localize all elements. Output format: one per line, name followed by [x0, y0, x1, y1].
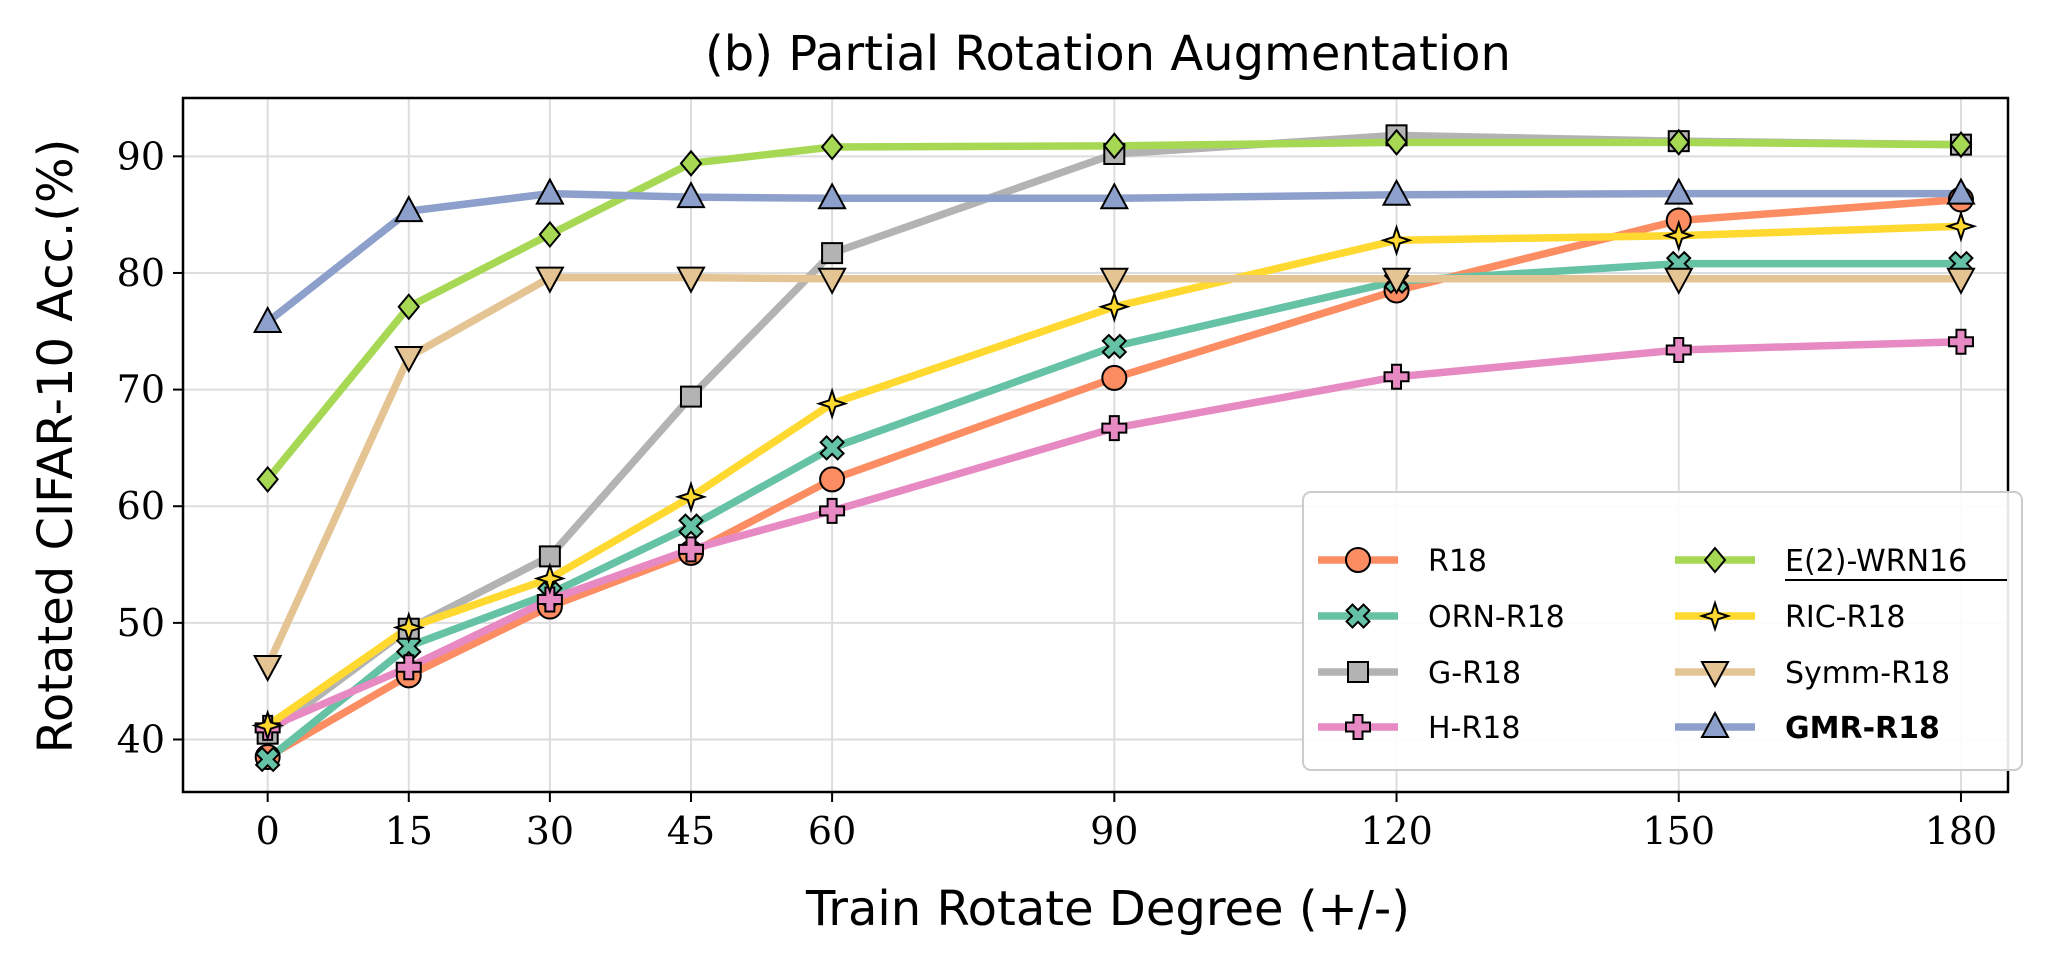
y-tick-label: 60 — [117, 484, 165, 528]
data-point-orn-r18 — [678, 513, 704, 539]
data-point-r18 — [819, 466, 846, 493]
legend-label-ric-r18: RIC-R18 — [1785, 600, 1905, 635]
legend-label-gmr-r18: GMR-R18 — [1785, 711, 1940, 746]
legend-marker-r18 — [1345, 547, 1371, 573]
legend-label-orn-r18: ORN-R18 — [1428, 600, 1565, 635]
data-point-ric-r18 — [392, 611, 426, 644]
data-point-symm-r18 — [394, 345, 424, 374]
data-point-orn-r18 — [819, 435, 845, 461]
series-markers — [251, 124, 1978, 773]
plot-frame — [181, 96, 2010, 794]
data-point-e-2-wrn16 — [1103, 132, 1126, 160]
y-tick-label: 80 — [117, 251, 165, 295]
data-point-h-r18 — [1947, 328, 1974, 355]
x-tick-label: 150 — [1642, 809, 1715, 853]
data-point-orn-r18 — [1101, 333, 1128, 360]
data-point-gmr-r18 — [1381, 178, 1412, 206]
data-point-e-2-wrn16 — [256, 465, 279, 493]
data-point-e-2-wrn16 — [1385, 128, 1408, 156]
legend-marker-g-r18 — [1347, 661, 1369, 683]
x-tick-label: 90 — [1090, 809, 1138, 853]
data-point-gmr-r18 — [817, 182, 847, 210]
data-point-h-r18 — [1665, 336, 1692, 363]
data-point-symm-r18 — [252, 655, 283, 683]
legend-label-r18: R18 — [1428, 544, 1487, 579]
legend-marker-symm-r18 — [1700, 661, 1730, 689]
x-tick-label: 30 — [526, 809, 574, 853]
data-point-symm-r18 — [1381, 267, 1412, 295]
data-point-gmr-r18 — [1099, 182, 1129, 210]
data-point-g-r18 — [679, 385, 702, 408]
data-point-ric-r18 — [1662, 219, 1695, 252]
data-point-symm-r18 — [535, 266, 565, 294]
data-point-orn-r18 — [254, 746, 281, 773]
data-point-e-2-wrn16 — [538, 220, 562, 249]
x-tick-label: 60 — [808, 809, 856, 853]
legend-marker-e-2-wrn16 — [1703, 546, 1727, 574]
legend-label-h-r18: H-R18 — [1428, 711, 1520, 746]
data-point-ric-r18 — [1944, 210, 1978, 243]
data-point-gmr-r18 — [1946, 177, 1976, 205]
y-tick-label: 50 — [117, 601, 165, 645]
data-point-gmr-r18 — [676, 181, 706, 209]
data-point-gmr-r18 — [535, 177, 565, 205]
data-point-symm-r18 — [817, 267, 847, 295]
data-point-g-r18 — [821, 242, 844, 265]
data-point-gmr-r18 — [394, 195, 424, 223]
data-point-h-r18 — [536, 586, 563, 613]
y-tick-label: 70 — [117, 368, 165, 412]
y-axis-label: Rotated CIFAR-10 Acc.(%) — [28, 139, 84, 754]
chart-title: (b) Partial Rotation Augmentation — [705, 26, 1511, 82]
data-point-symm-r18 — [1664, 267, 1694, 295]
data-point-symm-r18 — [1099, 267, 1129, 295]
data-point-ric-r18 — [533, 562, 567, 595]
data-point-ric-r18 — [251, 709, 284, 742]
x-axis-label: Train Rotate Degree (+/-) — [805, 881, 1410, 937]
data-point-gmr-r18 — [1664, 177, 1694, 205]
data-point-e-2-wrn16 — [679, 149, 703, 177]
data-point-ric-r18 — [1098, 290, 1131, 324]
y-axis-ticks: 40 50 60 70 80 90 — [117, 134, 183, 762]
data-point-h-r18 — [1101, 415, 1128, 442]
data-point-e-2-wrn16 — [820, 133, 844, 161]
x-tick-label: 0 — [256, 809, 280, 853]
data-point-ric-r18 — [1380, 224, 1413, 257]
data-point-gmr-r18 — [252, 305, 283, 333]
y-tick-label: 40 — [117, 718, 165, 762]
x-tick-label: 45 — [667, 809, 715, 853]
legend-frame — [1302, 491, 2023, 771]
data-point-h-r18 — [677, 536, 704, 563]
data-point-r18 — [1101, 364, 1128, 391]
data-point-e-2-wrn16 — [397, 293, 421, 321]
data-point-symm-r18 — [676, 266, 706, 294]
data-point-h-r18 — [819, 497, 846, 524]
y-tick-label: 90 — [117, 134, 165, 178]
data-point-h-r18 — [1383, 363, 1410, 390]
data-point-ric-r18 — [815, 387, 849, 420]
data-point-symm-r18 — [1946, 267, 1976, 295]
legend: R18 ORN-R18 G-R18 H-R18 E(2)-WRN16 RIC-R18 Sym… — [1302, 491, 2023, 771]
legend-label-e-2-wrn16: E(2)-WRN16 — [1785, 544, 1967, 579]
legend-marker-gmr-r18 — [1700, 710, 1730, 738]
x-axis-ticks: 0 15 30 45 60 90 120 150 180 — [256, 792, 1998, 853]
legend-label-g-r18: G-R18 — [1428, 656, 1521, 691]
data-point-h-r18 — [395, 654, 422, 681]
x-tick-label: 180 — [1925, 809, 1998, 853]
legend-label-symm-r18: Symm-R18 — [1785, 656, 1950, 691]
data-point-e-2-wrn16 — [1667, 128, 1691, 156]
x-tick-label: 15 — [385, 809, 433, 853]
x-tick-label: 120 — [1360, 809, 1433, 853]
legend-marker-orn-r18 — [1345, 603, 1371, 629]
legend-marker-h-r18 — [1345, 714, 1371, 740]
legend-marker-ric-r18 — [1698, 599, 1732, 633]
data-point-ric-r18 — [674, 480, 708, 514]
data-point-e-2-wrn16 — [1949, 131, 1973, 159]
